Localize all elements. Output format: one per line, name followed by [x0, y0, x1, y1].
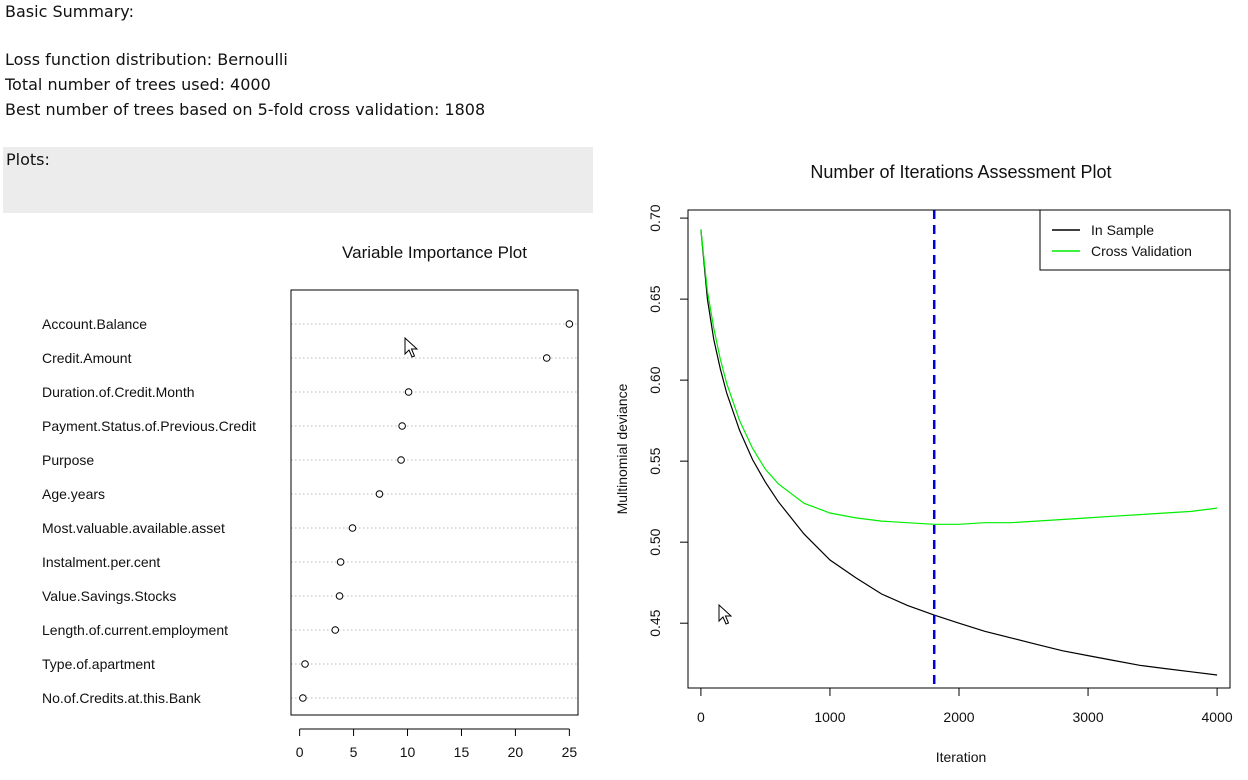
- iter-y-axis-label: Multinomial deviance: [614, 383, 630, 514]
- vip-point: [335, 592, 344, 600]
- iter-y-tick-label: 0.55: [647, 447, 663, 474]
- iter-x-tick-label: 4000: [1202, 709, 1233, 725]
- iter-series-line: [700, 229, 1218, 525]
- iterations-assessment-plot: Number of Iterations Assessment Plot 0 100…: [614, 162, 1233, 765]
- vip-point: [404, 388, 413, 396]
- plots-header-band: Plots:: [3, 147, 593, 213]
- iter-x-axis-label: Iteration: [936, 749, 987, 765]
- vip-plot-frame: [290, 289, 579, 716]
- iter-y-tick-label: 0.50: [647, 528, 663, 555]
- vip-point: [336, 558, 345, 566]
- iter-legend-label: In Sample: [1091, 222, 1154, 238]
- iter-x-tick-label: 3000: [1072, 709, 1103, 725]
- mouse-cursor-icon: [718, 604, 732, 625]
- vip-x-tick-label: 0: [296, 744, 304, 760]
- vip-category-label: No.of.Credits.at.this.Bank: [42, 690, 202, 706]
- vip-category-label: Payment.Status.of.Previous.Credit: [42, 418, 256, 434]
- total-trees-line: Total number of trees used: 4000: [5, 75, 271, 94]
- vip-category-label: Duration.of.Credit.Month: [42, 384, 195, 400]
- iter-y-tick-label: 0.65: [647, 285, 663, 312]
- vip-x-tick-label: 5: [350, 744, 358, 760]
- iter-y-tick-label: 0.60: [647, 366, 663, 393]
- vip-point: [398, 422, 406, 430]
- iter-title: Number of Iterations Assessment Plot: [810, 162, 1111, 182]
- vip-x-tick-label: 20: [508, 744, 524, 760]
- vip-category-label: Instalment.per.cent: [42, 554, 160, 570]
- summary-heading: Basic Summary:: [5, 2, 134, 21]
- vip-point: [331, 626, 340, 634]
- vip-point: [299, 694, 307, 702]
- iter-series-line: [700, 229, 1218, 676]
- vip-category-label: Account.Balance: [42, 316, 147, 332]
- vip-category-label: Purpose: [42, 452, 94, 468]
- mouse-cursor-icon: [404, 337, 418, 358]
- iter-x-tick-label: 1000: [814, 709, 845, 725]
- vip-category-label: Type.of.apartment: [42, 656, 155, 672]
- iter-y-tick-label: 0.45: [647, 609, 663, 636]
- vip-category-label: Length.of.current.employment: [42, 622, 228, 638]
- vip-point: [301, 660, 309, 668]
- loss-distribution-line: Loss function distribution: Bernoulli: [5, 50, 288, 69]
- vip-point: [348, 524, 357, 532]
- vip-x-tick-label: 10: [400, 744, 416, 760]
- vip-category-label: Age.years: [42, 486, 105, 502]
- vip-category-label: Value.Savings.Stocks: [42, 588, 176, 604]
- vip-point: [542, 354, 551, 362]
- vip-x-tick-label: 15: [454, 744, 470, 760]
- best-trees-line: Best number of trees based on 5-fold cro…: [5, 100, 486, 119]
- vip-category-label: Most.valuable.available.asset: [42, 520, 225, 536]
- vip-point: [375, 490, 384, 498]
- iter-y-tick-label: 0.70: [647, 204, 663, 231]
- vip-point: [565, 320, 574, 328]
- iter-x-tick-label: 0: [697, 709, 705, 725]
- iter-legend-box: [1039, 209, 1231, 271]
- vip-title: Variable Importance Plot: [342, 243, 527, 262]
- variable-importance-plot: Variable Importance Plot Account.Balance C…: [42, 243, 579, 760]
- iter-plot-frame: [687, 209, 1231, 689]
- iter-x-tick-label: 2000: [943, 709, 974, 725]
- vip-x-tick-label: 25: [562, 744, 578, 760]
- iter-legend-label: Cross Validation: [1091, 243, 1192, 259]
- plots-label: Plots:: [6, 150, 50, 169]
- vip-category-label: Credit.Amount: [42, 350, 132, 366]
- vip-point: [397, 456, 405, 464]
